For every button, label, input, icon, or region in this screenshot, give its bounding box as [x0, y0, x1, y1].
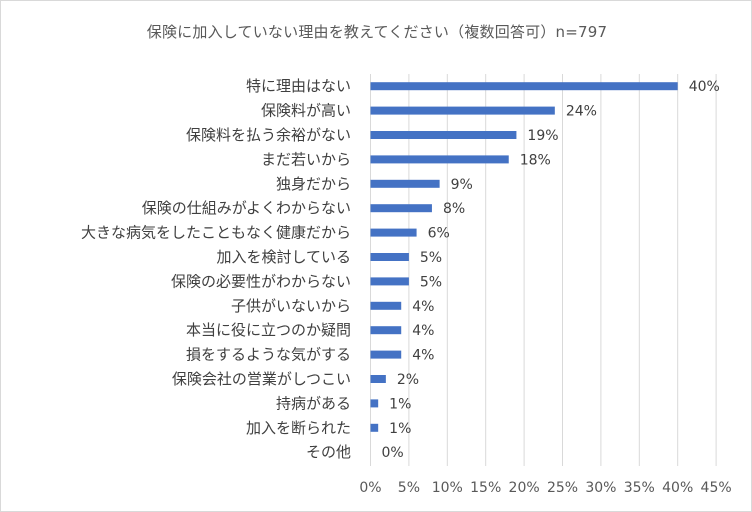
- x-tick-label: 30%: [585, 480, 616, 496]
- bar: [370, 204, 432, 213]
- x-tick-label: 45%: [701, 480, 732, 496]
- category-label: 保険の必要性がわからない: [171, 272, 351, 290]
- data-label: 2%: [397, 372, 419, 388]
- data-label: 5%: [420, 274, 442, 290]
- category-label: 特に理由はない: [246, 77, 351, 95]
- data-label: 18%: [520, 152, 551, 168]
- bar: [370, 423, 379, 432]
- category-label: 子供がいないから: [231, 297, 351, 315]
- bar: [370, 179, 440, 188]
- data-label: 6%: [428, 226, 450, 242]
- x-tick-label: 20%: [509, 480, 540, 496]
- data-label: 40%: [689, 79, 720, 95]
- bar: [370, 228, 417, 237]
- x-tick-label: 40%: [662, 480, 693, 496]
- category-label: 保険会社の営業がしつこい: [172, 370, 351, 388]
- data-label: 4%: [412, 348, 434, 364]
- category-label: 損をするような気がする: [186, 346, 351, 364]
- x-tick-label: 5%: [398, 480, 420, 496]
- data-label: 5%: [420, 250, 442, 266]
- data-label: 0%: [382, 445, 404, 461]
- x-tick-label: 35%: [624, 480, 655, 496]
- data-label: 24%: [566, 104, 597, 120]
- data-label: 8%: [443, 201, 465, 217]
- x-tick-label: 15%: [470, 480, 501, 496]
- category-label: 保険料を払う余裕がない: [186, 126, 351, 144]
- chart-title: 保険に加入していない理由を教えてください（複数回答可）n=797: [146, 23, 608, 41]
- category-label: 加入を断られた: [246, 419, 351, 437]
- bar: [370, 277, 409, 286]
- x-tick-label: 0%: [359, 480, 381, 496]
- x-tick-label: 25%: [547, 480, 578, 496]
- category-label: その他: [306, 443, 351, 461]
- bar: [370, 326, 402, 335]
- bar: [370, 131, 517, 139]
- bar: [370, 253, 409, 261]
- category-label: 加入を検討している: [216, 248, 351, 266]
- data-label: 9%: [451, 177, 473, 193]
- category-label: 保険の仕組みがよくわからない: [142, 199, 351, 217]
- category-label: 大きな病気をしたこともなく健康だから: [81, 224, 351, 242]
- data-label: 1%: [389, 421, 411, 437]
- x-tick-label: 10%: [432, 480, 463, 496]
- category-label: まだ若いから: [261, 150, 351, 168]
- data-label: 1%: [389, 396, 411, 412]
- category-label: 保険料が高い: [261, 102, 351, 120]
- data-label: 19%: [527, 128, 558, 144]
- bar: [370, 106, 555, 115]
- bar: [370, 350, 402, 359]
- category-label: 持病がある: [276, 394, 351, 412]
- bar: [370, 399, 379, 408]
- bar: [370, 301, 402, 310]
- bar: [370, 82, 678, 91]
- category-label: 独身だから: [276, 175, 351, 193]
- data-label: 4%: [412, 299, 434, 315]
- data-label: 4%: [412, 323, 434, 339]
- category-label: 本当に役に立つのか疑問: [186, 321, 351, 339]
- bar: [370, 155, 509, 164]
- bar: [370, 375, 386, 383]
